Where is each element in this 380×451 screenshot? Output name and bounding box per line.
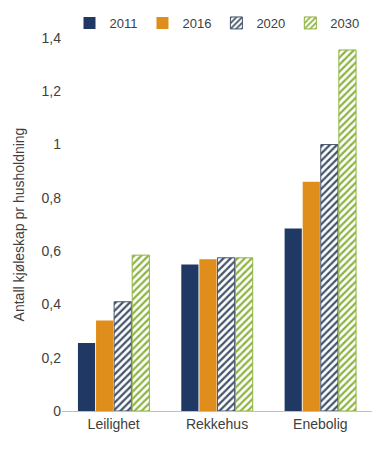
svg-text:Rekkehus: Rekkehus xyxy=(186,416,248,432)
svg-text:Leilighet: Leilighet xyxy=(88,416,140,432)
svg-text:2011: 2011 xyxy=(110,16,138,31)
svg-text:0,6: 0,6 xyxy=(42,243,62,259)
svg-text:0: 0 xyxy=(53,403,61,419)
svg-text:0,8: 0,8 xyxy=(42,190,62,206)
svg-text:0,4: 0,4 xyxy=(42,296,62,312)
svg-text:0,2: 0,2 xyxy=(42,350,62,366)
svg-text:2020: 2020 xyxy=(256,16,285,31)
svg-text:2016: 2016 xyxy=(182,16,211,31)
svg-text:Enebolig: Enebolig xyxy=(293,416,348,432)
svg-text:2030: 2030 xyxy=(330,16,359,31)
svg-text:1,4: 1,4 xyxy=(42,30,62,46)
svg-text:1,2: 1,2 xyxy=(42,83,62,99)
svg-text:Antall kjøleskap pr husholdnin: Antall kjøleskap pr husholdning xyxy=(11,128,27,322)
svg-text:1: 1 xyxy=(53,136,61,152)
